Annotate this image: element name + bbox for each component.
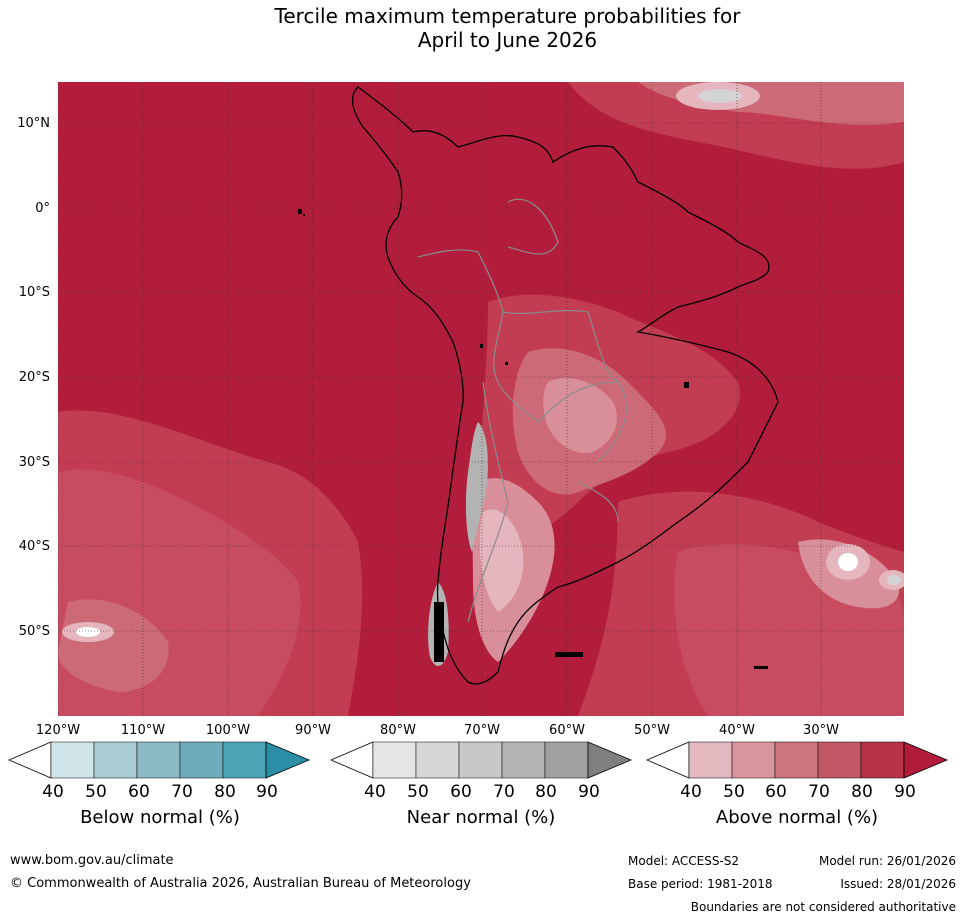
probability-map: [58, 82, 904, 716]
lon-label: 90°W: [295, 723, 331, 738]
colorbar-above-normal: [646, 741, 948, 779]
atlantic-patch-white: [838, 553, 858, 571]
atlantic-patch-grey: [887, 575, 901, 585]
colorbar-segment: [179, 741, 224, 779]
cb-near-tick: 90: [578, 782, 600, 802]
cb-below-tick: 40: [42, 782, 64, 802]
lon-label: 80°W: [380, 723, 416, 738]
cb-near-tick: 70: [493, 782, 515, 802]
cb-below-tick: 90: [256, 782, 278, 802]
cb-near-tick: 40: [364, 782, 386, 802]
lon-label: 40°W: [719, 723, 755, 738]
title-line-1: Tercile maximum temperature probabilitie…: [274, 4, 741, 28]
colorbar-extend-low: [646, 741, 690, 779]
colorbar-segment: [544, 741, 589, 779]
cb-above-tick: 70: [808, 782, 830, 802]
colorbar-segment: [731, 741, 776, 779]
cb-above-tick: 80: [851, 782, 873, 802]
base-period-text: Base period: 1981-2018: [628, 877, 773, 891]
cb-below-tick: 50: [85, 782, 107, 802]
lon-label: 100°W: [205, 723, 251, 738]
cb-near-tick: 50: [407, 782, 429, 802]
issued-text: Issued: 28/01/2026: [840, 877, 956, 891]
lat-label: 50°S: [18, 624, 50, 639]
colorbar-segment: [458, 741, 503, 779]
colorbar-extend-high: [587, 741, 632, 779]
cb-below-tick: 70: [171, 782, 193, 802]
pacific-patch-white: [76, 627, 100, 637]
above-normal-label: Above normal (%): [715, 807, 879, 828]
colorbar-segment: [415, 741, 460, 779]
near-normal-label: Near normal (%): [406, 807, 556, 828]
map-svg: [58, 82, 904, 716]
coastline: [351, 86, 779, 685]
land-band-60: [543, 378, 617, 453]
lon-label: 70°W: [464, 723, 500, 738]
cb-above-tick: 90: [894, 782, 916, 802]
below-normal-label: Below normal (%): [80, 807, 240, 828]
map-title: Tercile maximum temperature probabilitie…: [0, 4, 965, 52]
lon-label: 50°W: [634, 723, 670, 738]
colorbar-segment: [688, 741, 733, 779]
colorbar-extend-low: [8, 741, 52, 779]
colorbar-below-normal: [8, 741, 310, 779]
cb-above-tick: 40: [680, 782, 702, 802]
model-text: Model: ACCESS-S2: [628, 854, 740, 868]
lat-label: 10°N: [17, 116, 50, 131]
colorbar-extend-high: [265, 741, 310, 779]
colorbar-extend-low: [330, 741, 374, 779]
cb-below-tick: 60: [128, 782, 150, 802]
copyright-text: © Commonwealth of Australia 2026, Austra…: [10, 876, 471, 891]
lat-label: 10°S: [18, 285, 50, 300]
cb-above-tick: 60: [765, 782, 787, 802]
colorbar-segment: [817, 741, 862, 779]
lon-label: 60°W: [549, 723, 585, 738]
colorbar-segment: [501, 741, 546, 779]
colorbar-extend-high: [903, 741, 948, 779]
colorbar-segment: [372, 741, 417, 779]
title-line-2: April to June 2026: [417, 28, 598, 52]
lat-label: 20°S: [18, 370, 50, 385]
colorbar-segment: [93, 741, 138, 779]
lat-label: 0°: [35, 201, 50, 216]
cb-near-tick: 60: [450, 782, 472, 802]
cb-near-tick: 80: [535, 782, 557, 802]
lon-label: 30°W: [803, 723, 839, 738]
lon-label: 120°W: [35, 723, 81, 738]
lat-label: 30°S: [18, 455, 50, 470]
colorbar-near-normal: [330, 741, 632, 779]
colorbar-segment: [774, 741, 819, 779]
cb-below-tick: 80: [214, 782, 236, 802]
lat-label: 40°S: [18, 539, 50, 554]
website-text: www.bom.gov.au/climate: [10, 853, 174, 868]
north-patch-grey: [698, 89, 742, 103]
graticule: [58, 82, 904, 716]
model-run-text: Model run: 26/01/2026: [818, 854, 956, 868]
lon-label: 110°W: [120, 723, 166, 738]
colorbar-segment: [222, 741, 267, 779]
disclaimer-text: Boundaries are not considered authoritat…: [690, 900, 956, 914]
south-land-band-50: [480, 509, 524, 612]
colorbar-segment: [50, 741, 95, 779]
cb-above-tick: 50: [723, 782, 745, 802]
country-borders: [417, 198, 627, 623]
islands: [298, 209, 768, 669]
colorbar-segment: [860, 741, 905, 779]
colorbar-segment: [136, 741, 181, 779]
andes-near-normal: [465, 422, 488, 552]
